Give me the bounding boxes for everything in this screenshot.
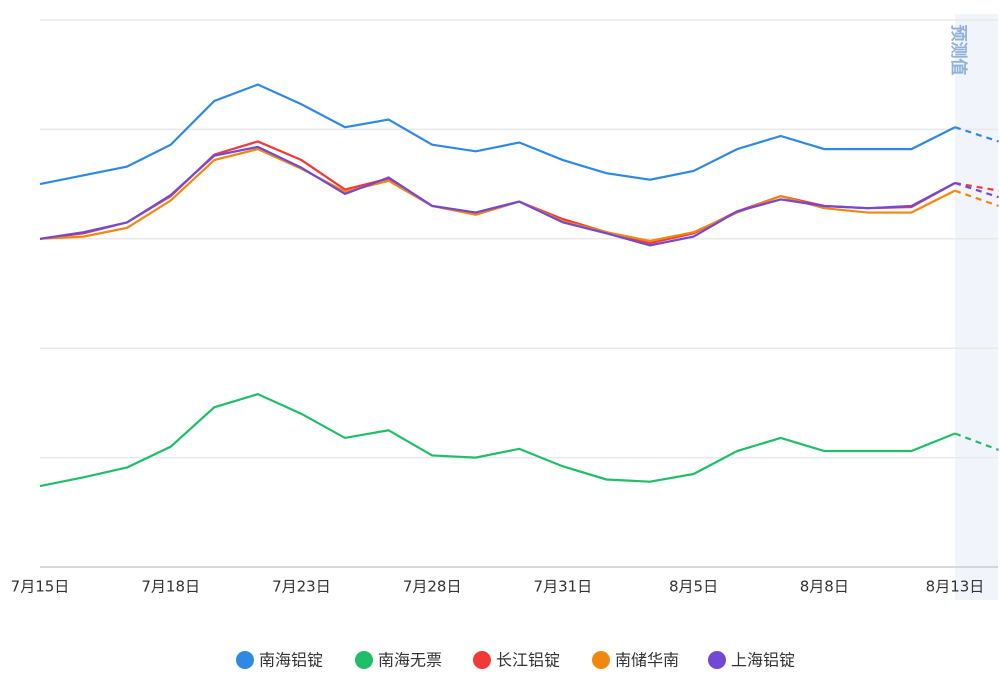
legend-label: 南海无票 [378,651,442,670]
legend-label: 长江铝锭 [496,651,560,670]
legend-swatch [708,651,726,669]
x-tick-label: 8月13日 [926,578,985,596]
x-tick-label: 7月31日 [534,578,593,596]
forecast-label: 预测值 [948,25,969,76]
series-line [39,147,956,243]
legend-swatch [236,651,254,669]
x-tick-label: 7月23日 [272,578,331,596]
legend-label: 南海铝锭 [259,651,323,670]
forecast-line [954,126,999,143]
forecast-line [954,432,999,451]
series-line [39,140,956,245]
series-line [39,392,956,488]
series-line [39,145,956,247]
forecast-band [955,14,998,600]
legend-label: 上海铝锭 [731,651,795,670]
x-tick-label: 8月8日 [800,578,849,596]
legend-swatch [355,651,373,669]
x-tick-label: 7月15日 [11,578,70,596]
forecast-line [954,181,999,192]
x-tick-label: 8月5日 [669,578,718,596]
legend-swatch [592,651,610,669]
forecast-line [954,189,999,208]
legend-label: 南储华南 [615,651,679,670]
x-tick-label: 7月18日 [141,578,200,596]
forecast-line [954,181,999,199]
legend-swatch [473,651,491,669]
series-line [39,83,956,186]
x-tick-label: 7月28日 [403,578,462,596]
